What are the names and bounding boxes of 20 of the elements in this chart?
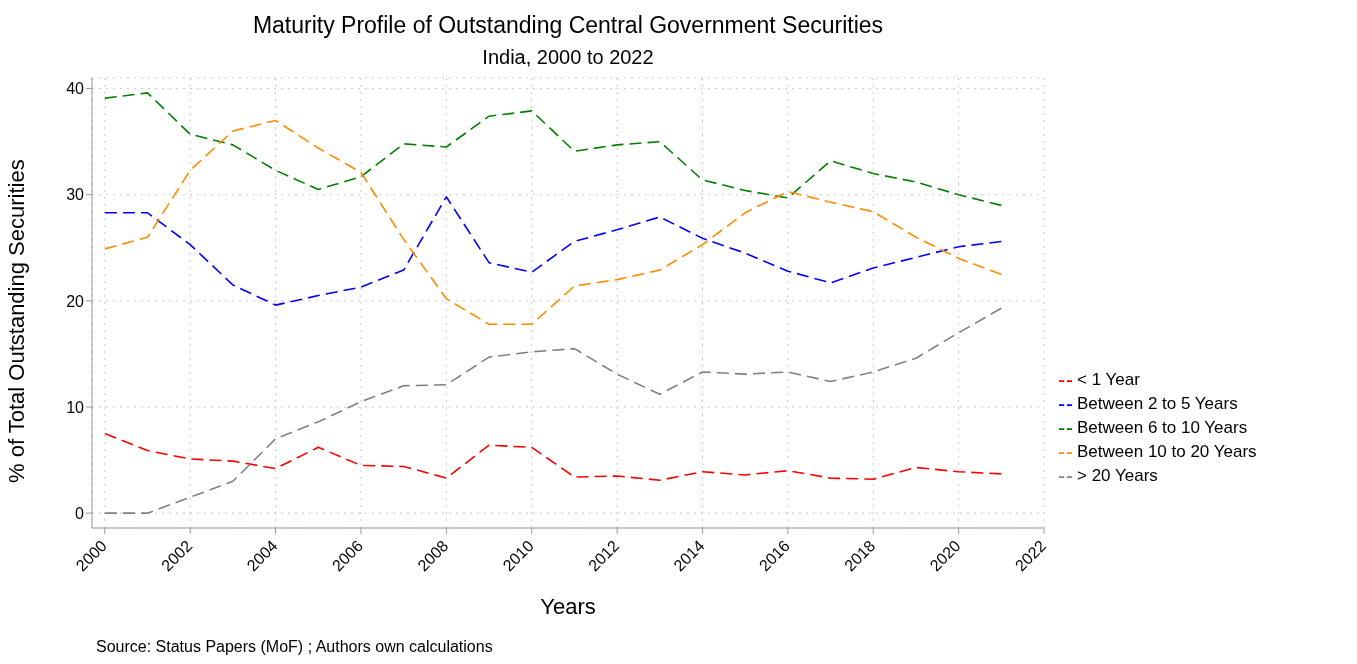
- line-series: [104, 119, 1003, 326]
- y-tick-label: 30: [66, 186, 85, 204]
- line-series: [104, 92, 1003, 207]
- legend-label: > 20 Years: [1077, 466, 1158, 485]
- legend-label: Between 10 to 20 Years: [1077, 442, 1257, 461]
- y-tick-label: 10: [66, 398, 85, 416]
- chart-title: Maturity Profile of Outstanding Central Government Securities: [251, 12, 885, 39]
- legend-label: Between 2 to 5 Years: [1077, 394, 1238, 413]
- y-tick-label: 40: [66, 80, 85, 98]
- legend-label: Between 6 to 10 Years: [1077, 418, 1248, 437]
- y-tick-label: 20: [66, 292, 85, 310]
- x-axis-title: Years: [539, 594, 597, 620]
- source-note: Source: Status Papers (MoF) ; Authors own calculations: [96, 638, 493, 656]
- line-series: [104, 432, 1003, 482]
- line-series: [104, 196, 1003, 306]
- y-axis-title: % of Total Outstanding Securities: [3, 159, 29, 483]
- line-series: [104, 307, 1003, 514]
- y-tick-label: 0: [75, 504, 85, 522]
- chart-subtitle: India, 2000 to 2022: [481, 46, 655, 69]
- legend-label: < 1 Year: [1077, 370, 1140, 389]
